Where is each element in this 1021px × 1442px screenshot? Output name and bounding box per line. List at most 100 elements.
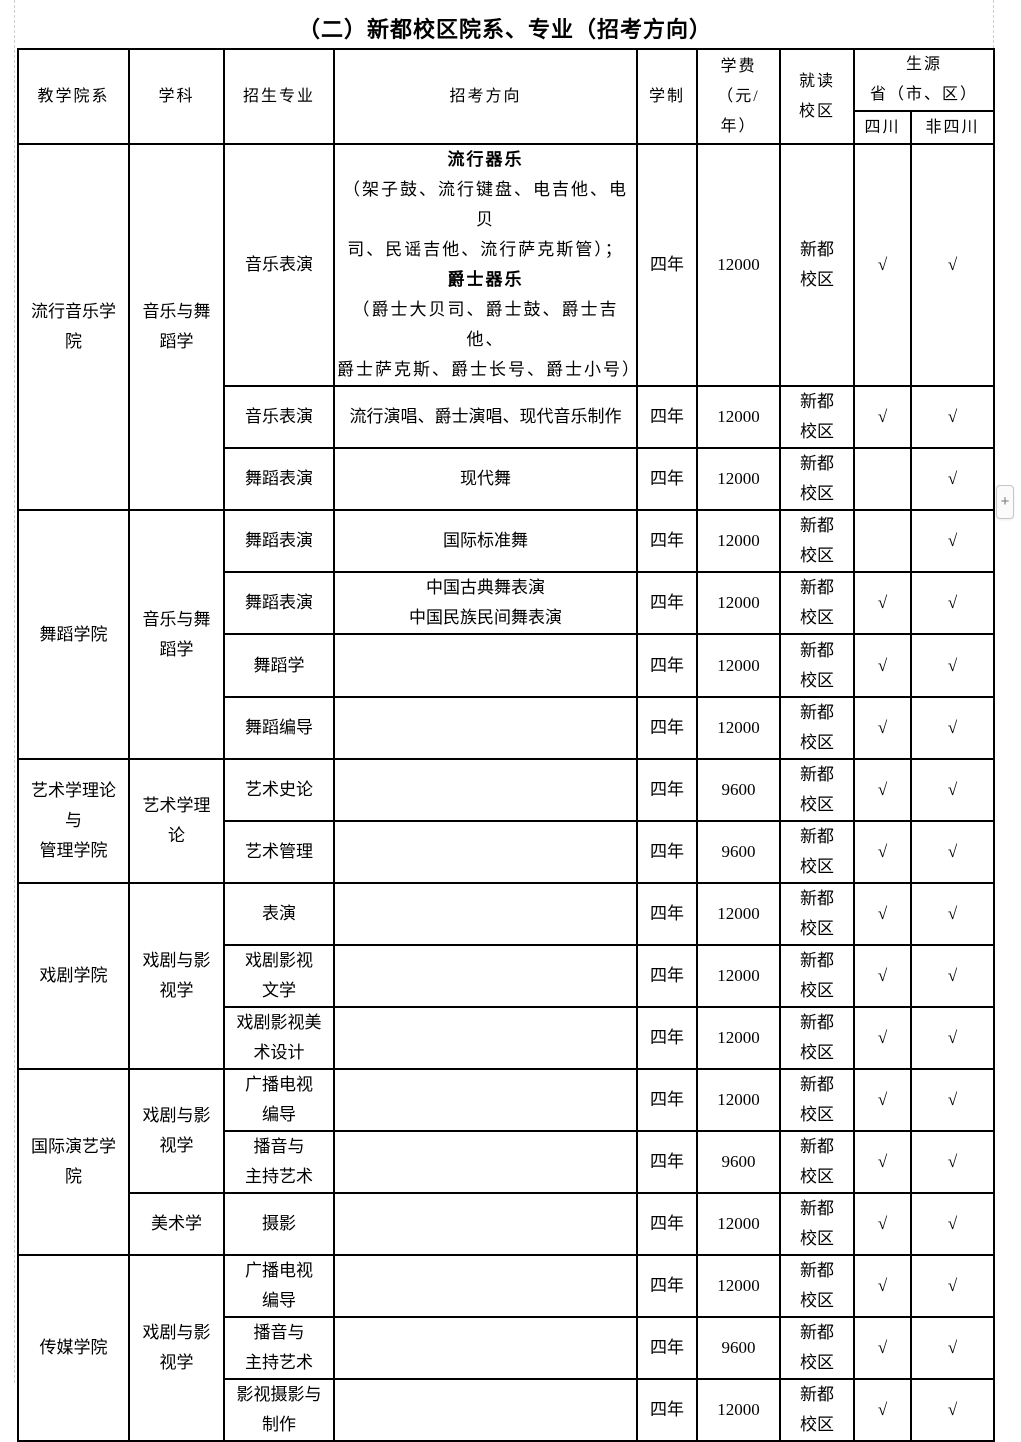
table-row: 传媒学院 戏剧与影 视学 广播电视 编导 四年 12000 新都 校区 √ √	[17, 1254, 995, 1442]
cell-tuition: 12000	[696, 696, 781, 760]
admissions-table: 教学院系 学科 招生专业 招考方向 学制 学费 （元/ 年） 就读 校区 生源 …	[17, 48, 995, 1442]
cell-duration: 四年	[636, 758, 698, 822]
direction-heading-line: 爵士器乐	[447, 270, 524, 289]
table-row: 艺术学理论 与 管理学院 艺术学理 论艺术史论 四年 9600 新都 校区 √ √	[17, 758, 995, 884]
cell-sichuan-check: √	[853, 882, 912, 946]
cell-major: 舞蹈表演	[223, 509, 335, 573]
cell-direction	[333, 820, 638, 884]
cell-duration: 四年	[636, 633, 698, 698]
cell-sichuan-check: √	[853, 1006, 912, 1070]
cell-tuition: 12000	[696, 944, 781, 1008]
cell-sichuan-check: √	[853, 1254, 912, 1318]
header-discipline: 学科	[128, 48, 225, 145]
cell-major: 舞蹈学	[223, 633, 335, 698]
header-non-sichuan: 非四川	[910, 110, 995, 145]
cell-direction: 现代舞	[333, 447, 638, 511]
cell-major: 表演	[223, 882, 335, 946]
page-margin-guide-left	[14, 0, 15, 1383]
cell-sichuan-check	[853, 509, 912, 573]
direction-detail-line: （爵士大贝司、爵士鼓、爵士吉他、	[352, 300, 619, 349]
table-row: 舞蹈表演 现代舞 四年 12000 新都 校区 √	[18, 447, 995, 511]
document-page: { "page": { "title": "（二）新都校区院系、专业（招考方向）…	[14, 0, 1014, 1442]
table-row: 播音与 主持艺术 四年 9600 新都 校区 √ √	[18, 1130, 995, 1194]
cell-major: 戏剧影视美 术设计	[223, 1006, 335, 1070]
cell-major: 音乐表演	[223, 385, 335, 449]
cell-campus: 新都 校区	[779, 1316, 855, 1380]
cell-tuition: 9600	[696, 820, 781, 884]
cell-college: 戏剧学院	[17, 882, 130, 1070]
cell-non-sichuan-check: √	[910, 820, 995, 884]
header-sichuan: 四川	[853, 110, 912, 145]
cell-non-sichuan-check: √	[910, 696, 995, 760]
cell-duration: 四年	[636, 385, 698, 449]
direction-detail-line: （架子鼓、流行键盘、电吉他、电贝	[343, 180, 628, 229]
cell-non-sichuan-check: √	[910, 571, 995, 635]
cell-campus: 新都 校区	[779, 1130, 855, 1194]
cell-college: 流行音乐学 院	[17, 143, 130, 511]
cell-non-sichuan-check: √	[910, 1378, 995, 1442]
cell-tuition: 12000	[696, 1068, 781, 1132]
plus-button[interactable]: +	[996, 485, 1014, 519]
cell-tuition: 9600	[696, 1316, 781, 1380]
header-source-province: 生源 省（市、区）	[853, 48, 995, 112]
table-row: 舞蹈学 四年 12000 新都 校区 √ √	[18, 633, 995, 698]
cell-tuition: 12000	[696, 509, 781, 573]
cell-campus: 新都 校区	[779, 1006, 855, 1070]
cell-duration: 四年	[636, 944, 698, 1008]
header-direction: 招考方向	[333, 48, 638, 145]
cell-direction	[333, 1130, 638, 1194]
cell-sichuan-check: √	[853, 1378, 912, 1442]
direction-detail-line: 爵士萨克斯、爵士长号、爵士小号）	[337, 360, 637, 379]
cell-direction	[333, 758, 638, 822]
table-row: 国际演艺学 院戏剧与影 视学 广播电视 编导 四年 12000 新都 校区 √ √	[17, 1068, 995, 1256]
cell-sichuan-check: √	[853, 385, 912, 449]
header-duration: 学制	[636, 48, 698, 145]
cell-direction	[333, 1006, 638, 1070]
cell-college: 舞蹈学院	[17, 509, 130, 760]
cell-direction: 国际标准舞	[333, 509, 638, 573]
cell-college: 艺术学理论 与 管理学院	[17, 758, 130, 884]
cell-major: 艺术史论	[223, 758, 335, 822]
cell-sichuan-check: √	[853, 1192, 912, 1256]
header-tuition: 学费 （元/ 年）	[696, 48, 781, 145]
cell-sichuan-check: √	[853, 1130, 912, 1194]
cell-direction	[333, 696, 638, 760]
cell-direction	[333, 633, 638, 698]
cell-major: 摄影	[223, 1192, 335, 1256]
table-row: 音乐表演 流行演唱、爵士演唱、现代音乐制作 四年 12000 新都 校区 √ √	[18, 385, 995, 449]
table-row: 舞蹈编导 四年 12000 新都 校区 √ √	[18, 696, 995, 760]
cell-non-sichuan-check: √	[910, 882, 995, 946]
cell-discipline: 戏剧与影 视学	[128, 1254, 225, 1442]
cell-college: 传媒学院	[17, 1254, 130, 1442]
cell-non-sichuan-check: √	[910, 1130, 995, 1194]
cell-major: 戏剧影视 文学	[223, 944, 335, 1008]
cell-tuition: 12000	[696, 143, 781, 387]
cell-direction	[333, 944, 638, 1008]
cell-tuition: 12000	[696, 571, 781, 635]
cell-campus: 新都 校区	[779, 696, 855, 760]
cell-campus: 新都 校区	[779, 944, 855, 1008]
cell-direction	[333, 1378, 638, 1442]
cell-non-sichuan-check: √	[910, 1006, 995, 1070]
table-row: 流行音乐学 院音乐与舞 蹈学 音乐表演 流行器乐 （架子鼓、流行键盘、电吉他、电贝 司、…	[17, 143, 995, 511]
cell-tuition: 12000	[696, 882, 781, 946]
cell-non-sichuan-check: √	[910, 385, 995, 449]
cell-duration: 四年	[636, 882, 698, 946]
cell-non-sichuan-check: √	[910, 633, 995, 698]
cell-sichuan-check: √	[853, 143, 912, 387]
cell-campus: 新都 校区	[779, 1254, 855, 1318]
cell-campus: 新都 校区	[779, 882, 855, 946]
table-row: 美术学 摄影 四年 12000 新都 校区 √ √	[18, 1192, 995, 1256]
cell-duration: 四年	[636, 1006, 698, 1070]
cell-direction: 流行演唱、爵士演唱、现代音乐制作	[333, 385, 638, 449]
cell-duration: 四年	[636, 696, 698, 760]
cell-major: 影视摄影与 制作	[223, 1378, 335, 1442]
cell-campus: 新都 校区	[779, 820, 855, 884]
cell-sichuan-check: √	[853, 1316, 912, 1380]
cell-campus: 新都 校区	[779, 571, 855, 635]
cell-non-sichuan-check: √	[910, 1316, 995, 1380]
cell-major: 播音与 主持艺术	[223, 1130, 335, 1194]
cell-major: 广播电视 编导	[223, 1254, 335, 1318]
page-title: （二）新都校区院系、专业（招考方向）	[297, 17, 712, 42]
cell-major: 舞蹈表演	[223, 447, 335, 511]
